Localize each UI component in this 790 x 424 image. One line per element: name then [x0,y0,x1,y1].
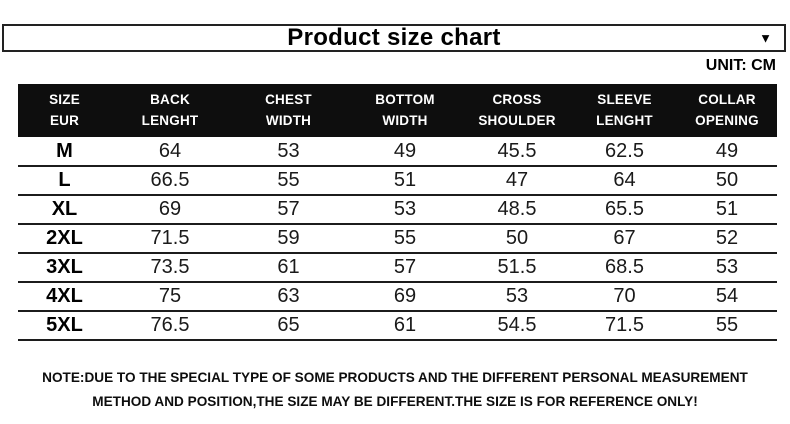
value-cell: 49 [348,137,462,167]
table-row: 5XL 76.5 65 61 54.5 71.5 55 [18,311,777,341]
dropdown-arrow-icon[interactable]: ▼ [759,30,772,46]
table-row: 3XL 73.5 61 57 51.5 68.5 53 [18,253,777,283]
value-cell: 71.5 [572,311,677,341]
size-cell: 5XL [18,311,111,341]
value-cell: 75 [111,282,229,312]
column-header-chest-width: CHEST WIDTH [229,84,348,137]
value-cell: 69 [348,282,462,312]
column-header-sleeve-length: SLEEVE LENGHT [572,84,677,137]
value-cell: 45.5 [462,137,572,167]
table-row: L 66.5 55 51 47 64 50 [18,166,777,196]
table-row: 4XL 75 63 69 53 70 54 [18,282,777,312]
value-cell: 67 [572,224,677,254]
column-header-size: SIZE EUR [18,84,111,137]
size-cell: 3XL [18,253,111,283]
value-cell: 65 [229,311,348,341]
value-cell: 53 [348,195,462,225]
column-header-back-length: BACK LENGHT [111,84,229,137]
unit-label: UNIT: CM [705,57,776,74]
value-cell: 61 [229,253,348,283]
size-cell: XL [18,195,111,225]
value-cell: 66.5 [111,166,229,196]
value-cell: 51 [677,195,777,225]
value-cell: 51 [348,166,462,196]
value-cell: 55 [348,224,462,254]
value-cell: 62.5 [572,137,677,167]
table-row: M 64 53 49 45.5 62.5 49 [18,137,777,167]
value-cell: 48.5 [462,195,572,225]
value-cell: 57 [229,195,348,225]
size-cell: 2XL [18,224,111,254]
value-cell: 61 [348,311,462,341]
column-header-bottom-width: BOTTOM WIDTH [348,84,462,137]
value-cell: 54 [677,282,777,312]
value-cell: 49 [677,137,777,167]
note: NOTE:DUE TO THE SPECIAL TYPE OF SOME PRO… [0,366,790,415]
value-cell: 53 [677,253,777,283]
table-row: 2XL 71.5 59 55 50 67 52 [18,224,777,254]
value-cell: 57 [348,253,462,283]
value-cell: 52 [677,224,777,254]
value-cell: 53 [229,137,348,167]
page-title: Product size chart [287,24,501,51]
value-cell: 64 [111,137,229,167]
value-cell: 63 [229,282,348,312]
note-line-2: METHOD AND POSITION,THE SIZE MAY BE DIFF… [92,394,698,410]
note-line-1: NOTE:DUE TO THE SPECIAL TYPE OF SOME PRO… [42,370,748,385]
table-row: XL 69 57 53 48.5 65.5 51 [18,195,777,225]
value-cell: 47 [462,166,572,196]
value-cell: 76.5 [111,311,229,341]
value-cell: 64 [572,166,677,196]
value-cell: 50 [462,224,572,254]
value-cell: 68.5 [572,253,677,283]
value-cell: 53 [462,282,572,312]
size-cell: 4XL [18,282,111,312]
column-header-cross-shoulder: CROSS SHOULDER [462,84,572,137]
title-bar[interactable]: Product size chart ▼ [2,24,786,52]
table-header-row: SIZE EUR BACK LENGHT CHEST WIDTH BOTTOM WIDT… [18,84,777,137]
value-cell: 50 [677,166,777,196]
value-cell: 55 [229,166,348,196]
value-cell: 51.5 [462,253,572,283]
value-cell: 65.5 [572,195,677,225]
value-cell: 54.5 [462,311,572,341]
size-table: SIZE EUR BACK LENGHT CHEST WIDTH BOTTOM WIDT… [18,84,777,341]
value-cell: 59 [229,224,348,254]
size-cell: M [18,137,111,167]
size-cell: L [18,166,111,196]
value-cell: 71.5 [111,224,229,254]
value-cell: 55 [677,311,777,341]
value-cell: 73.5 [111,253,229,283]
column-header-collar-opening: COLLAR OPENING [677,84,777,137]
value-cell: 70 [572,282,677,312]
value-cell: 69 [111,195,229,225]
